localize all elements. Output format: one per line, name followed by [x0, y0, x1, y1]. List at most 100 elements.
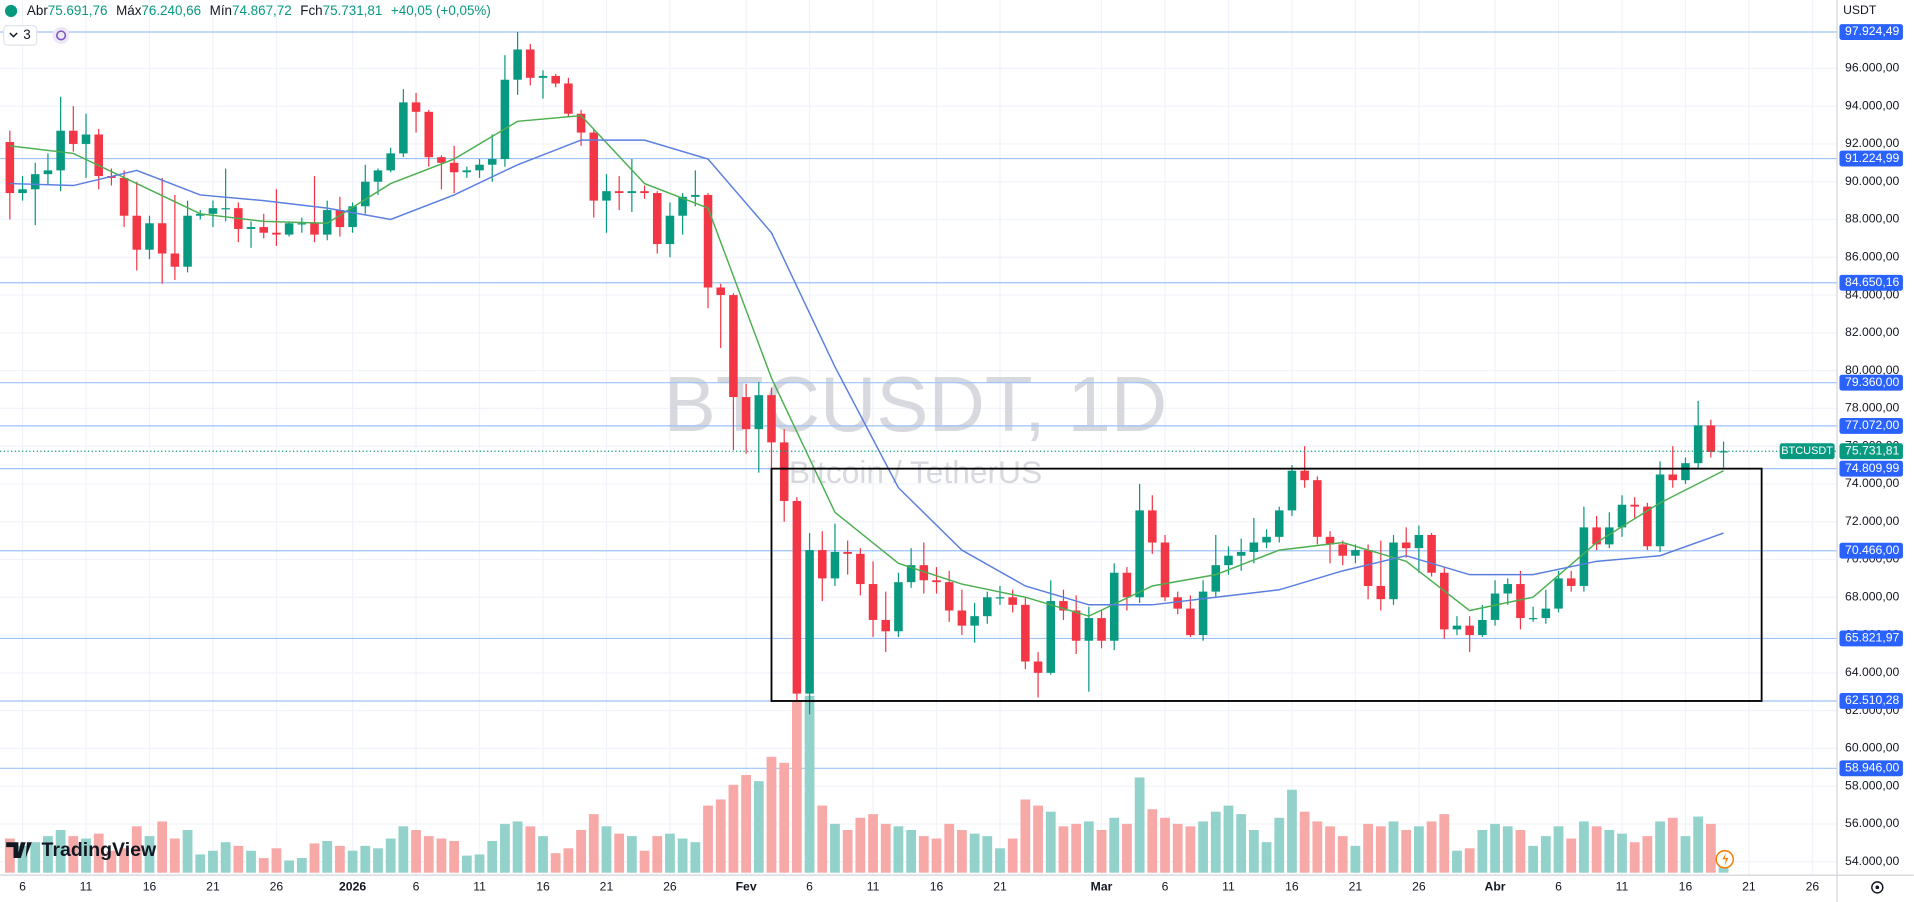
candle-body	[1198, 591, 1208, 636]
y-tick-label: 74.000,00	[1845, 476, 1899, 490]
level-label: 70.466,00	[1845, 543, 1899, 557]
volume-bar	[500, 823, 510, 873]
indicator-toggle[interactable]	[3, 25, 38, 46]
volume-bar	[1464, 848, 1475, 873]
x-tick-label: 21	[600, 880, 614, 894]
refresh-button[interactable]	[52, 26, 70, 44]
candle-body	[754, 395, 764, 430]
volume-bar	[1401, 829, 1412, 873]
volume-bar	[1223, 805, 1234, 873]
candle-body	[145, 223, 154, 250]
volume-bar	[1007, 838, 1018, 873]
y-tick-label: 68.000,00	[1845, 590, 1899, 604]
candle-body	[56, 130, 65, 171]
volume-bar	[309, 843, 320, 873]
level-label-box	[1839, 417, 1903, 434]
candle-body	[983, 597, 992, 617]
candle-body	[881, 619, 891, 632]
candle-body	[868, 584, 878, 620]
level-label: 97.924,49	[1845, 24, 1899, 38]
candle-body	[246, 227, 256, 229]
candle-body	[94, 134, 103, 177]
candle-body	[919, 565, 929, 581]
alert-icon[interactable]	[1715, 850, 1735, 869]
volume-bar	[855, 817, 866, 873]
level-label-box	[1839, 150, 1903, 167]
candle-body	[1224, 555, 1233, 566]
currency: USDT	[1843, 3, 1877, 17]
candle-body	[843, 551, 852, 554]
x-tick-label: Fev	[736, 880, 757, 894]
candle-body	[1719, 451, 1728, 453]
volume-bar	[284, 860, 295, 873]
volume-bar	[639, 850, 650, 873]
volume-bar	[969, 833, 980, 873]
candle-body	[18, 189, 27, 194]
candle-body	[1427, 534, 1436, 573]
level-label-box	[1839, 460, 1903, 477]
volume-bar	[906, 829, 917, 873]
x-tick-label: 6	[1555, 880, 1562, 894]
current-price-label: 75.731,81	[1845, 443, 1899, 457]
x-tick-label: 21	[206, 880, 220, 894]
volume-bar	[1375, 826, 1386, 873]
candle-body	[322, 210, 332, 235]
volume-bar	[817, 805, 828, 873]
candle-body	[284, 223, 294, 235]
volume-bar	[804, 695, 815, 873]
candle-body	[526, 49, 535, 78]
volume-bar	[1642, 836, 1653, 873]
candle-body	[1071, 610, 1081, 641]
volume-bar	[601, 826, 612, 873]
candle-body	[1325, 536, 1335, 545]
x-tick-label: 26	[663, 880, 677, 894]
candle-body	[1148, 510, 1157, 543]
candle-body	[1478, 619, 1487, 636]
y-tick-label: 56.000,00	[1845, 816, 1899, 830]
settings-icon[interactable]	[1871, 881, 1884, 894]
x-tick-label: 21	[1349, 880, 1363, 894]
change: +40,05 (+0,05%)	[391, 3, 491, 18]
volume-bar	[271, 848, 282, 873]
candle-body	[1401, 542, 1411, 549]
candle-body	[1566, 578, 1576, 586]
y-tick-label: 64.000,00	[1845, 665, 1899, 679]
candle-body	[475, 164, 484, 171]
candle-body	[944, 582, 954, 611]
candle-body	[5, 142, 15, 194]
volume-bar	[880, 823, 891, 873]
x-tick-label: 26	[270, 880, 284, 894]
candle-body	[1693, 425, 1703, 464]
volume-bar	[157, 821, 168, 873]
volume-bar	[169, 838, 180, 873]
candle-body	[1274, 510, 1284, 537]
moving-average-layer	[9, 114, 1724, 617]
candle-body	[132, 215, 142, 250]
x-tick-label: 16	[1285, 880, 1299, 894]
candle-body	[551, 75, 560, 84]
x-tick-label: 16	[143, 880, 157, 894]
volume-bar	[195, 854, 206, 873]
volume-bar	[677, 838, 688, 873]
level-label: 74.809,99	[1845, 461, 1899, 475]
level-label-box	[1839, 374, 1903, 391]
volume-bar	[1414, 826, 1424, 873]
alert-bolt	[1722, 853, 1729, 866]
field-value: 75.691,76	[48, 3, 108, 18]
watermark-subtitle: Bitcoin / TetherUS	[789, 454, 1042, 490]
volume-bar	[1591, 826, 1602, 873]
y-tick-label: 80.000,00	[1845, 363, 1899, 377]
chevron-icon	[9, 32, 18, 38]
candle-body	[957, 610, 967, 626]
y-tick-label: 54.000,00	[1845, 854, 1899, 868]
candle-body	[576, 113, 586, 133]
volume-bar	[4, 838, 15, 873]
y-tick-label: 60.000,00	[1845, 741, 1899, 755]
refresh-icon	[56, 30, 67, 41]
candle-body	[462, 170, 472, 173]
y-tick-label: 84.000,00	[1845, 287, 1899, 301]
volume-bar	[1058, 826, 1069, 873]
field-label: Abr	[27, 3, 48, 18]
candle-body	[906, 565, 916, 583]
volume-bar	[1705, 823, 1716, 873]
